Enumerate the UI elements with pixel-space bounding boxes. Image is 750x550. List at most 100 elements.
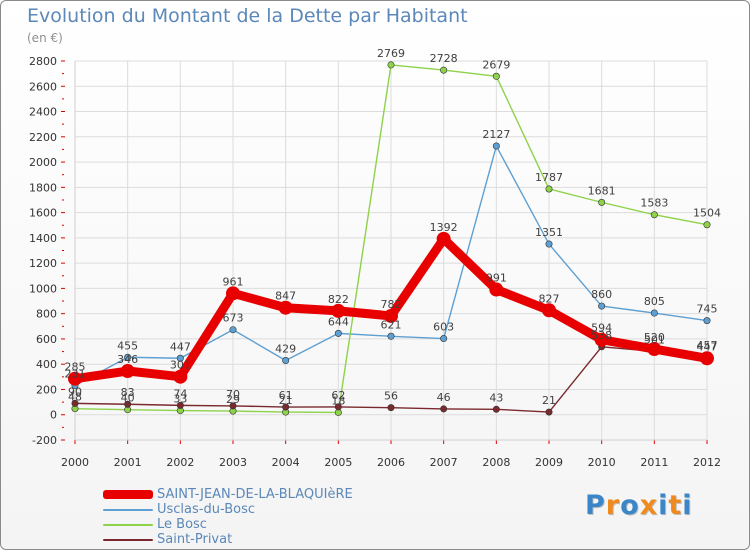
x-tick-label: 2006 [377,456,405,469]
y-tick-label: 0 [50,409,57,422]
data-point-usclas-du-bosc [124,353,132,361]
data-point-saint-jean-de-la-blaqui-re [68,371,82,386]
x-tick-label: 2007 [430,456,458,469]
legend-swatch [103,490,153,499]
data-point-saint-jean-de-la-blaqui-re [436,231,451,246]
data-point-le-bosc [492,72,500,80]
data-point-usclas-du-bosc [440,335,448,343]
y-tick-label: 600 [36,333,57,346]
data-label: 847 [275,290,296,303]
data-point-saint-privat [282,403,290,411]
y-tick-label: 800 [36,308,57,321]
data-label: 56 [384,390,398,403]
data-label: 62 [331,389,345,402]
x-tick-label: 2004 [272,456,300,469]
data-label: 538 [591,329,612,342]
data-label: 447 [170,340,191,353]
data-point-saint-privat [440,405,448,413]
data-point-le-bosc [703,221,711,229]
y-tick-label: 1400 [29,232,57,245]
y-tick-label: -200 [32,434,57,447]
data-label: 827 [539,292,560,305]
data-point-saint-jean-de-la-blaqui-re [173,369,188,384]
data-label: 21 [542,394,556,407]
x-tick-label: 2010 [588,456,616,469]
data-label: 46 [437,391,451,404]
y-tick-label: 1600 [29,207,57,220]
data-point-usclas-du-bosc [176,354,184,362]
data-label: 455 [117,339,138,352]
data-label: 1787 [535,171,563,184]
data-point-le-bosc [598,198,606,206]
data-point-le-bosc [650,211,658,219]
data-label: 501 [644,333,665,346]
data-label: 447 [697,340,718,353]
y-tick-label: 2400 [29,106,57,119]
data-point-saint-privat [334,403,342,411]
data-label: 644 [328,315,349,328]
data-label: 231 [65,368,86,381]
data-label: 285 [65,361,86,374]
data-label: 1392 [430,221,458,234]
data-label: 346 [117,353,138,366]
legend-label: Saint-Privat [157,532,233,547]
data-point-usclas-du-bosc [650,309,658,317]
y-tick-label: 2000 [29,156,57,169]
data-label: 594 [591,322,612,335]
legend-label: Usclas-du-Bosc [157,502,255,517]
data-point-saint-privat [176,401,184,409]
data-label: 520 [644,331,665,344]
data-point-usclas-du-bosc [492,142,500,150]
data-point-saint-privat [387,404,395,412]
x-tick-label: 2002 [166,456,194,469]
data-point-usclas-du-bosc [334,329,342,337]
x-tick-label: 2003 [219,456,247,469]
chart-title: Evolution du Montant de la Dette par Hab… [27,5,468,27]
data-label: 822 [328,293,349,306]
data-label: 83 [121,386,135,399]
data-label: 70 [226,388,240,401]
data-point-saint-privat [71,399,79,407]
brand-logo: Proxiti [585,490,693,521]
data-point-saint-jean-de-la-blaqui-re [278,300,293,315]
legend-swatch [103,538,153,541]
data-point-usclas-du-bosc [387,332,395,340]
data-label: 74 [173,387,187,400]
data-label: 991 [486,272,507,285]
data-point-le-bosc [545,185,553,193]
data-label: 29 [226,393,240,406]
data-label: 782 [381,298,402,311]
data-point-saint-privat [545,408,553,416]
data-point-saint-privat [124,400,132,408]
data-label: 48 [68,391,82,404]
legend-item: Saint-Privat [103,532,353,547]
data-point-usclas-du-bosc [598,302,606,310]
data-point-usclas-du-bosc [545,240,553,248]
data-label: 429 [275,343,296,356]
data-label: 1504 [693,207,721,220]
y-tick-label: 2600 [29,80,57,93]
data-label: 2127 [482,128,510,141]
legend-label: Le Bosc [157,517,207,532]
data-label: 2679 [482,58,510,71]
data-label: 603 [433,321,454,334]
legend-item: SAINT-JEAN-DE-LA-BLAQUIèRE [103,487,353,502]
data-point-usclas-du-bosc [229,326,237,334]
data-label: 457 [697,339,718,352]
data-point-saint-jean-de-la-blaqui-re [594,332,609,347]
x-tick-label: 2012 [693,456,721,469]
data-label: 961 [223,275,244,288]
data-label: 1583 [640,197,668,210]
x-tick-label: 2000 [61,456,89,469]
legend-item: Usclas-du-Bosc [103,502,353,517]
data-point-saint-privat [229,402,237,410]
data-label: 2728 [430,52,458,65]
data-label: 1351 [535,226,563,239]
data-label: 2769 [377,47,405,60]
y-tick-label: 1000 [29,282,57,295]
x-tick-label: 2005 [324,456,352,469]
y-tick-label: 1200 [29,257,57,270]
x-tick-label: 2009 [535,456,563,469]
